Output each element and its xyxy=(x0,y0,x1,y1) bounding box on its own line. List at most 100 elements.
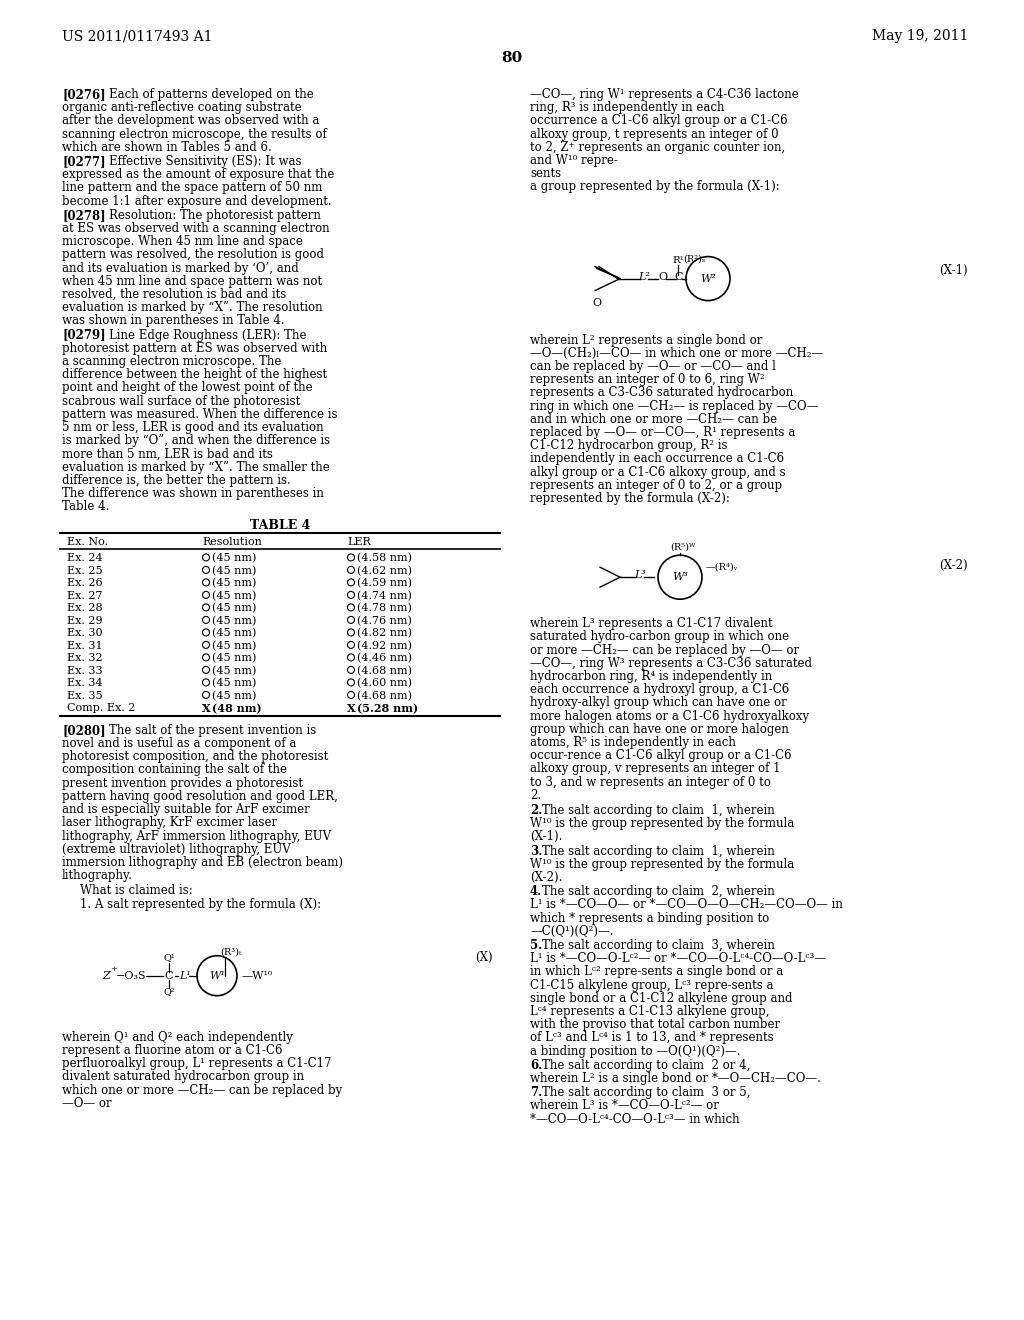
Text: May 19, 2011: May 19, 2011 xyxy=(871,29,968,44)
Text: group which can have one or more halogen: group which can have one or more halogen xyxy=(530,723,788,735)
Text: W³: W³ xyxy=(672,572,688,582)
Text: organic anti-reflective coating substrate: organic anti-reflective coating substrat… xyxy=(62,102,302,115)
Text: independently in each occurrence a C1-C6: independently in each occurrence a C1-C6 xyxy=(530,453,784,466)
Text: occur-rence a C1-C6 alkyl group or a C1-C6: occur-rence a C1-C6 alkyl group or a C1-… xyxy=(530,750,792,762)
Text: was shown in parentheses in Table 4.: was shown in parentheses in Table 4. xyxy=(62,314,285,327)
Text: with the proviso that total carbon number: with the proviso that total carbon numbe… xyxy=(530,1018,780,1031)
Text: single bond or a C1-C12 alkylene group and: single bond or a C1-C12 alkylene group a… xyxy=(530,991,793,1005)
Text: [0278]: [0278] xyxy=(62,209,105,222)
Text: (X-2).: (X-2). xyxy=(530,871,562,884)
Text: Q²: Q² xyxy=(163,987,175,997)
Text: The salt according to claim  2 or 4,: The salt according to claim 2 or 4, xyxy=(542,1059,750,1072)
Text: or more —CH₂— can be replaced by —O— or: or more —CH₂— can be replaced by —O— or xyxy=(530,644,799,656)
Text: [0277]: [0277] xyxy=(62,154,105,168)
Text: (45 nm): (45 nm) xyxy=(212,566,256,577)
Text: Ex. 27: Ex. 27 xyxy=(67,591,102,601)
Text: (45 nm): (45 nm) xyxy=(212,653,256,664)
Text: The difference was shown in parentheses in: The difference was shown in parentheses … xyxy=(62,487,324,500)
Text: after the development was observed with a: after the development was observed with … xyxy=(62,115,319,128)
Text: [0276]: [0276] xyxy=(62,88,105,102)
Text: when 45 nm line and space pattern was not: when 45 nm line and space pattern was no… xyxy=(62,275,323,288)
Text: expressed as the amount of exposure that the: expressed as the amount of exposure that… xyxy=(62,168,335,181)
Text: 5 nm or less, LER is good and its evaluation: 5 nm or less, LER is good and its evalua… xyxy=(62,421,324,434)
Text: 1. A salt represented by the formula (X):: 1. A salt represented by the formula (X)… xyxy=(80,898,322,911)
Text: The salt according to claim  3 or 5,: The salt according to claim 3 or 5, xyxy=(542,1086,751,1100)
Text: wherein L² is a single bond or *—O—CH₂—CO—.: wherein L² is a single bond or *—O—CH₂—C… xyxy=(530,1072,821,1085)
Text: (45 nm): (45 nm) xyxy=(212,665,256,676)
Text: which are shown in Tables 5 and 6.: which are shown in Tables 5 and 6. xyxy=(62,141,271,154)
Text: occurrence a C1-C6 alkyl group or a C1-C6: occurrence a C1-C6 alkyl group or a C1-C… xyxy=(530,115,787,128)
Text: novel and is useful as a component of a: novel and is useful as a component of a xyxy=(62,737,296,750)
Text: microscope. When 45 nm line and space: microscope. When 45 nm line and space xyxy=(62,235,303,248)
Text: pattern was resolved, the resolution is good: pattern was resolved, the resolution is … xyxy=(62,248,324,261)
Text: alkyl group or a C1-C6 alkoxy group, and s: alkyl group or a C1-C6 alkoxy group, and… xyxy=(530,466,785,479)
Text: atoms, R⁵ is independently in each: atoms, R⁵ is independently in each xyxy=(530,737,736,748)
Text: (4.74 nm): (4.74 nm) xyxy=(357,591,412,601)
Text: pattern was measured. When the difference is: pattern was measured. When the differenc… xyxy=(62,408,338,421)
Text: difference between the height of the highest: difference between the height of the hig… xyxy=(62,368,327,381)
Text: of Lᶜ³ and Lᶜ⁴ is 1 to 13, and * represents: of Lᶜ³ and Lᶜ⁴ is 1 to 13, and * represe… xyxy=(530,1031,773,1044)
Text: (45 nm): (45 nm) xyxy=(212,642,256,651)
Text: 5.: 5. xyxy=(530,939,543,952)
Text: TABLE 4: TABLE 4 xyxy=(250,519,310,532)
Text: hydroxy-alkyl group which can have one or: hydroxy-alkyl group which can have one o… xyxy=(530,697,786,709)
Text: saturated hydro-carbon group in which one: saturated hydro-carbon group in which on… xyxy=(530,631,790,643)
Text: Ex. 24: Ex. 24 xyxy=(67,553,102,564)
Text: C: C xyxy=(164,970,172,981)
Text: —O—(CH₂)ₗ—CO— in which one or more —CH₂—: —O—(CH₂)ₗ—CO— in which one or more —CH₂— xyxy=(530,347,823,360)
Text: (4.59 nm): (4.59 nm) xyxy=(357,578,412,589)
Text: 2.: 2. xyxy=(530,789,541,801)
Text: laser lithography, KrF excimer laser: laser lithography, KrF excimer laser xyxy=(62,816,278,829)
Text: 80: 80 xyxy=(502,51,522,65)
Text: a group represented by the formula (X-1):: a group represented by the formula (X-1)… xyxy=(530,181,779,194)
Text: (45 nm): (45 nm) xyxy=(212,628,256,639)
Text: (R⁵)ᵂ: (R⁵)ᵂ xyxy=(670,543,695,552)
Text: (4.68 nm): (4.68 nm) xyxy=(357,665,412,676)
Text: Ex. 32: Ex. 32 xyxy=(67,653,102,664)
Text: 2.: 2. xyxy=(530,804,543,817)
Text: *—CO—O-Lᶜ⁴-CO—O-Lᶜ³— in which: *—CO—O-Lᶜ⁴-CO—O-Lᶜ³— in which xyxy=(530,1113,739,1126)
Text: C1-C12 hydrocarbon group, R² is: C1-C12 hydrocarbon group, R² is xyxy=(530,440,727,453)
Text: (45 nm): (45 nm) xyxy=(212,591,256,601)
Text: L³: L³ xyxy=(634,570,646,581)
Text: photoresist composition, and the photoresist: photoresist composition, and the photore… xyxy=(62,750,329,763)
Text: Ex. 29: Ex. 29 xyxy=(67,616,102,626)
Text: The salt of the present invention is: The salt of the present invention is xyxy=(109,723,316,737)
Text: wherein Q¹ and Q² each independently: wherein Q¹ and Q² each independently xyxy=(62,1031,293,1044)
Text: O: O xyxy=(658,272,667,281)
Text: to 2, Z⁺ represents an organic counter ion,: to 2, Z⁺ represents an organic counter i… xyxy=(530,141,785,154)
Text: The salt according to claim  1, wherein: The salt according to claim 1, wherein xyxy=(542,845,774,858)
Text: —O— or: —O— or xyxy=(62,1097,112,1110)
Text: (X): (X) xyxy=(475,950,493,964)
Text: Table 4.: Table 4. xyxy=(62,500,110,513)
Text: and its evaluation is marked by ‘O’, and: and its evaluation is marked by ‘O’, and xyxy=(62,261,299,275)
Text: W¹: W¹ xyxy=(209,970,225,981)
Text: (4.78 nm): (4.78 nm) xyxy=(357,603,412,614)
Text: immersion lithography and EB (electron beam): immersion lithography and EB (electron b… xyxy=(62,855,343,869)
Text: (4.58 nm): (4.58 nm) xyxy=(357,553,412,564)
Text: The salt according to claim  2, wherein: The salt according to claim 2, wherein xyxy=(542,886,774,898)
Text: −O₃S—: −O₃S— xyxy=(116,970,158,981)
Text: W¹⁰ is the group represented by the formula: W¹⁰ is the group represented by the form… xyxy=(530,858,795,871)
Text: Ex. 31: Ex. 31 xyxy=(67,642,102,651)
Text: composition containing the salt of the: composition containing the salt of the xyxy=(62,763,287,776)
Text: Z: Z xyxy=(102,970,110,981)
Text: Ex. No.: Ex. No. xyxy=(67,537,108,548)
Text: wherein L³ represents a C1-C17 divalent: wherein L³ represents a C1-C17 divalent xyxy=(530,618,773,630)
Text: ring in which one —CH₂— is replaced by —CO—: ring in which one —CH₂— is replaced by —… xyxy=(530,400,818,413)
Text: —CO—, ring W¹ represents a C4-C36 lactone: —CO—, ring W¹ represents a C4-C36 lacton… xyxy=(530,88,799,102)
Text: sents: sents xyxy=(530,168,561,181)
Text: represented by the formula (X-2):: represented by the formula (X-2): xyxy=(530,492,730,506)
Text: LER: LER xyxy=(347,537,371,548)
Text: become 1:1 after exposure and development.: become 1:1 after exposure and developmen… xyxy=(62,194,332,207)
Text: (45 nm): (45 nm) xyxy=(212,578,256,589)
Text: Ex. 30: Ex. 30 xyxy=(67,628,102,639)
Text: evaluation is marked by “X”. The resolution: evaluation is marked by “X”. The resolut… xyxy=(62,301,323,314)
Text: more than 5 nm, LER is bad and its: more than 5 nm, LER is bad and its xyxy=(62,447,272,461)
Text: X: X xyxy=(347,704,355,714)
Text: (45 nm): (45 nm) xyxy=(212,678,256,689)
Text: can be replaced by —O— or —CO— and l: can be replaced by —O— or —CO— and l xyxy=(530,360,776,374)
Text: —CO—, ring W³ represents a C3-C36 saturated: —CO—, ring W³ represents a C3-C36 satura… xyxy=(530,657,812,669)
Text: Q¹: Q¹ xyxy=(163,953,175,962)
Text: Line Edge Roughness (LER): The: Line Edge Roughness (LER): The xyxy=(109,329,306,342)
